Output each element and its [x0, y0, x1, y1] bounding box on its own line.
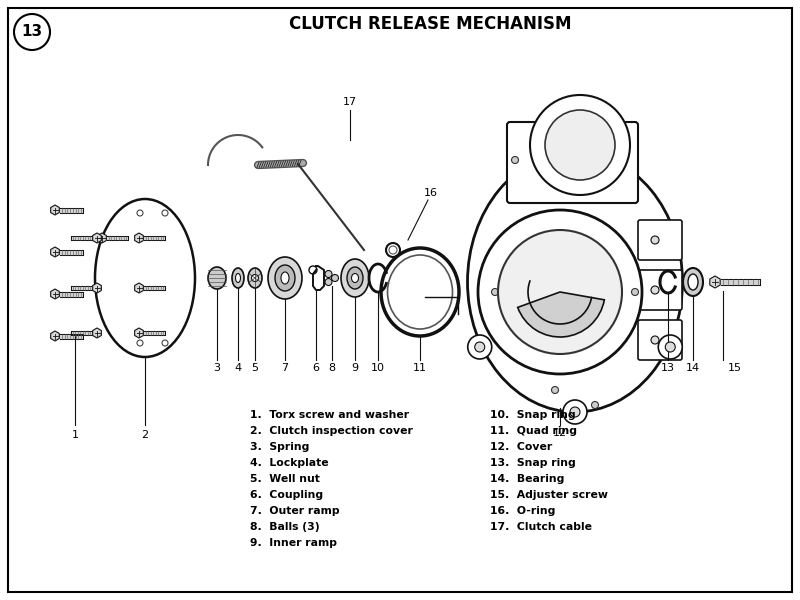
Circle shape [162, 210, 168, 216]
Circle shape [591, 401, 598, 409]
Circle shape [389, 246, 397, 254]
Circle shape [651, 236, 659, 244]
FancyBboxPatch shape [638, 320, 682, 360]
Ellipse shape [232, 268, 244, 288]
Ellipse shape [688, 274, 698, 290]
Ellipse shape [235, 274, 241, 283]
Text: 16: 16 [424, 188, 438, 198]
Circle shape [14, 14, 50, 50]
Text: 4.  Lockplate: 4. Lockplate [250, 458, 329, 468]
Polygon shape [93, 283, 102, 293]
Polygon shape [710, 276, 720, 288]
Text: 11: 11 [413, 363, 427, 373]
Circle shape [666, 342, 675, 352]
Circle shape [498, 230, 622, 354]
Text: 11.  Quad ring: 11. Quad ring [490, 426, 577, 436]
FancyBboxPatch shape [638, 220, 682, 260]
Text: 6: 6 [313, 363, 319, 373]
Text: 5.  Well nut: 5. Well nut [250, 474, 320, 484]
Text: 7: 7 [282, 363, 289, 373]
Text: 9: 9 [351, 363, 358, 373]
Polygon shape [93, 328, 102, 338]
Circle shape [631, 289, 638, 295]
Ellipse shape [341, 259, 369, 297]
Polygon shape [50, 289, 59, 299]
Text: 16.  O-ring: 16. O-ring [490, 506, 555, 516]
Circle shape [545, 110, 615, 180]
Text: 13: 13 [22, 25, 42, 40]
Text: 12.  Cover: 12. Cover [490, 442, 552, 452]
Ellipse shape [683, 268, 703, 296]
Circle shape [551, 386, 558, 394]
Polygon shape [134, 283, 143, 293]
Wedge shape [518, 292, 604, 337]
Circle shape [251, 275, 258, 281]
Text: 5: 5 [251, 363, 258, 373]
Polygon shape [50, 247, 59, 257]
Polygon shape [98, 233, 106, 243]
Text: 13.  Snap ring: 13. Snap ring [490, 458, 576, 468]
Ellipse shape [467, 152, 682, 412]
Ellipse shape [347, 267, 363, 289]
Polygon shape [134, 328, 143, 338]
Text: 6.  Coupling: 6. Coupling [250, 490, 323, 500]
Polygon shape [8, 8, 792, 592]
Circle shape [478, 210, 642, 374]
Text: 8: 8 [329, 363, 335, 373]
Circle shape [658, 335, 682, 359]
Ellipse shape [268, 257, 302, 299]
Text: 1: 1 [71, 430, 78, 440]
FancyBboxPatch shape [507, 122, 638, 203]
Circle shape [570, 407, 580, 417]
Polygon shape [50, 331, 59, 341]
Ellipse shape [351, 274, 358, 283]
Text: 2.  Clutch inspection cover: 2. Clutch inspection cover [250, 426, 413, 436]
Text: 17: 17 [343, 97, 357, 107]
Circle shape [331, 275, 338, 281]
Text: 1.  Torx screw and washer: 1. Torx screw and washer [250, 410, 409, 420]
Text: 3: 3 [214, 363, 221, 373]
Polygon shape [50, 205, 59, 215]
Ellipse shape [281, 272, 289, 284]
Ellipse shape [208, 267, 226, 289]
Circle shape [325, 271, 332, 277]
Ellipse shape [275, 265, 295, 291]
Text: 2: 2 [142, 430, 149, 440]
Text: 7.  Outer ramp: 7. Outer ramp [250, 506, 340, 516]
Text: 17.  Clutch cable: 17. Clutch cable [490, 522, 592, 532]
Text: 12: 12 [553, 428, 567, 438]
Text: 8.  Balls (3): 8. Balls (3) [250, 522, 320, 532]
Polygon shape [93, 233, 102, 243]
Circle shape [651, 336, 659, 344]
Text: CLUTCH RELEASE MECHANISM: CLUTCH RELEASE MECHANISM [289, 15, 571, 33]
Text: 10: 10 [371, 363, 385, 373]
Text: 14: 14 [686, 363, 700, 373]
Circle shape [137, 340, 143, 346]
Text: 13: 13 [661, 363, 675, 373]
Circle shape [474, 342, 485, 352]
Circle shape [137, 210, 143, 216]
Circle shape [468, 335, 492, 359]
FancyBboxPatch shape [638, 270, 682, 310]
Circle shape [530, 95, 630, 195]
Text: 3.  Spring: 3. Spring [250, 442, 310, 452]
Circle shape [325, 278, 332, 286]
Text: 15: 15 [728, 363, 742, 373]
Ellipse shape [248, 268, 262, 288]
Text: 15.  Adjuster screw: 15. Adjuster screw [490, 490, 608, 500]
Polygon shape [134, 233, 143, 243]
Circle shape [162, 340, 168, 346]
Text: 9.  Inner ramp: 9. Inner ramp [250, 538, 337, 548]
Text: 4: 4 [234, 363, 242, 373]
Text: 14.  Bearing: 14. Bearing [490, 474, 564, 484]
Circle shape [651, 286, 659, 294]
Circle shape [602, 157, 609, 163]
Circle shape [491, 289, 498, 295]
Text: 10.  Snap ring: 10. Snap ring [490, 410, 576, 420]
Ellipse shape [95, 199, 195, 357]
Circle shape [563, 400, 587, 424]
Circle shape [511, 157, 518, 163]
